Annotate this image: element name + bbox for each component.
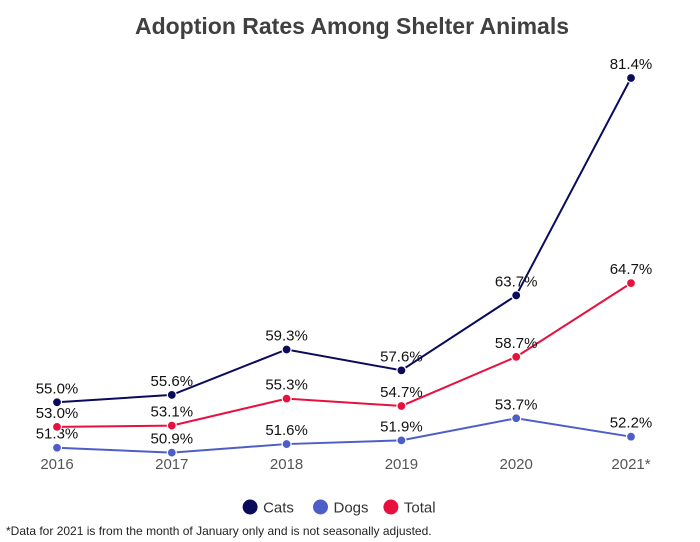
legend-label-dogs: Dogs — [334, 500, 369, 517]
footnote: *Data for 2021 is from the month of Janu… — [6, 524, 432, 538]
legend-label-cats: Cats — [263, 500, 294, 517]
series-dogs: 51.3% 50.9% 51.6% 51.9% 53.7% 52.2% — [36, 396, 653, 458]
data-label-dogs: 51.6% — [265, 422, 308, 439]
data-point-cats — [396, 365, 407, 376]
data-point-dogs — [281, 438, 292, 450]
data-point-cats — [281, 344, 292, 355]
legend-label-total: Total — [404, 500, 436, 517]
data-point-cats — [625, 72, 637, 84]
series-line-cats — [56, 77, 632, 404]
data-label-cats: 59.3% — [265, 327, 308, 344]
data-label-dogs: 53.7% — [495, 396, 538, 413]
legend-marker-cats — [242, 499, 258, 515]
data-label-total: 64.7% — [610, 261, 653, 278]
data-label-dogs: 50.9% — [151, 431, 194, 448]
data-point-dogs — [51, 442, 63, 453]
x-tick-label: 2019 — [385, 456, 418, 473]
data-point-cats — [51, 397, 63, 408]
series-layer: 51.3% 50.9% 51.6% 51.9% 53.7% 52.2% 53.0% 53.1%… — [36, 56, 653, 458]
x-axis: 2016 2017 2018 2019 2020 2021* — [40, 456, 650, 473]
data-point-total — [625, 278, 637, 289]
series-cats: 55.0% 55.6% 59.3% 57.6% 63.7% 81.4% — [36, 56, 653, 408]
data-label-dogs: 52.2% — [610, 415, 653, 432]
x-tick-label: 2018 — [270, 456, 303, 473]
data-label-total: 54.7% — [380, 384, 423, 401]
chart-title: Adoption Rates Among Shelter Animals — [135, 13, 569, 39]
data-label-cats: 81.4% — [610, 56, 653, 73]
data-label-total: 53.1% — [151, 404, 194, 421]
data-point-cats — [166, 389, 177, 401]
data-point-total — [396, 400, 407, 412]
data-label-cats: 57.6% — [380, 348, 423, 365]
data-label-dogs: 51.3% — [36, 426, 79, 443]
data-label-dogs: 51.9% — [380, 418, 423, 435]
data-label-cats: 63.7% — [495, 273, 538, 290]
series-line-dogs — [56, 417, 632, 454]
legend: Cats Dogs Total — [242, 499, 436, 517]
data-point-dogs — [511, 413, 522, 424]
data-label-total: 55.3% — [265, 377, 308, 394]
data-label-cats: 55.0% — [36, 380, 79, 397]
x-tick-label: 2020 — [500, 456, 533, 473]
data-point-total — [166, 420, 177, 431]
legend-marker-total — [383, 499, 399, 515]
x-tick-label: 2016 — [40, 456, 73, 473]
series-total: 53.0% 53.1% 55.3% 54.7% 58.7% 64.7% — [36, 261, 653, 432]
data-point-dogs — [625, 431, 637, 442]
data-label-cats: 55.6% — [151, 373, 194, 390]
x-tick-label: 2017 — [155, 456, 188, 473]
data-point-dogs — [166, 447, 177, 458]
x-tick-label: 2021* — [611, 456, 650, 473]
data-point-total — [51, 421, 63, 432]
data-point-total — [281, 393, 292, 404]
data-label-total: 58.7% — [495, 335, 538, 352]
data-point-dogs — [396, 435, 407, 446]
data-label-total: 53.0% — [36, 405, 79, 422]
legend-marker-dogs — [313, 499, 328, 515]
data-point-cats — [511, 290, 522, 301]
series-line-total — [56, 282, 632, 428]
data-point-total — [511, 351, 522, 362]
